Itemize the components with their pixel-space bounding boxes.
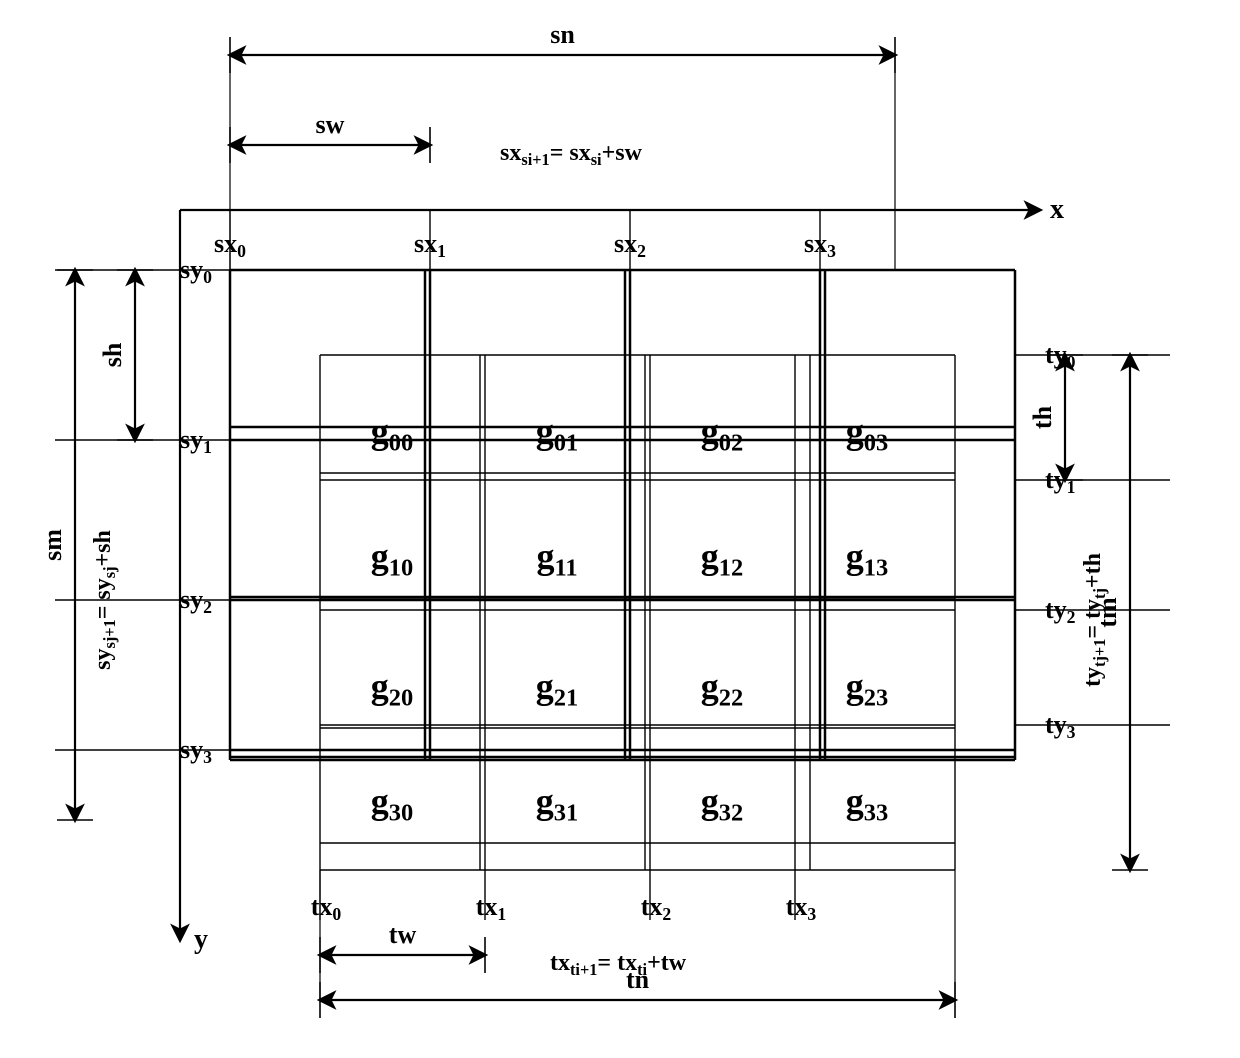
cell-label: g02 <box>701 412 743 457</box>
ty-label: ty3 <box>1045 710 1076 742</box>
svg-text:y: y <box>194 924 208 955</box>
cell-label: g10 <box>371 537 413 582</box>
cell-label: g20 <box>371 667 413 712</box>
sx-label: sx3 <box>804 229 836 261</box>
tx-label: tx0 <box>311 892 342 924</box>
cell-label: g03 <box>846 412 888 457</box>
cell-label: g33 <box>846 782 888 827</box>
tx-label: tx2 <box>641 892 672 924</box>
cell-label: g12 <box>701 537 743 582</box>
tx-label: tx3 <box>786 892 817 924</box>
svg-text:tw: tw <box>389 920 417 949</box>
cell-label: g00 <box>371 412 413 457</box>
formula-tx: txti+1= txti+tw <box>550 950 687 979</box>
ty-label: ty2 <box>1045 595 1076 627</box>
cell-label: g01 <box>536 412 578 457</box>
svg-text:sn: sn <box>550 20 575 49</box>
cell-label: g23 <box>846 667 888 712</box>
cell-label: g32 <box>701 782 743 827</box>
svg-text:sw: sw <box>316 110 345 139</box>
ty-label: ty1 <box>1045 465 1076 497</box>
sx-label: sx0 <box>214 229 246 261</box>
sy-label: sy0 <box>180 255 212 287</box>
cell-label: g13 <box>846 537 888 582</box>
svg-text:th: th <box>1028 405 1057 429</box>
sy-label: sy1 <box>180 425 212 457</box>
cell-label: g30 <box>371 782 413 827</box>
cell-label: g21 <box>536 667 578 712</box>
svg-text:sm: sm <box>38 529 67 561</box>
formula-sy: sysj+1= sysj+sh <box>90 530 119 670</box>
formula-ty: tytj+1= tytj+th <box>1080 553 1109 687</box>
svg-text:sh: sh <box>98 342 127 367</box>
sy-label: sy2 <box>180 585 212 617</box>
diagram-canvas: g00 g01 g02 g03 g10 g11 g12 g13 g20 g21 g22 g23 g30 g… <box>0 0 1240 1058</box>
ty-label: ty0 <box>1045 340 1076 372</box>
sx-label: sx1 <box>414 229 446 261</box>
sy-label: sy3 <box>180 735 212 767</box>
cell-label: g31 <box>536 782 578 827</box>
sx-label: sx2 <box>614 229 646 261</box>
cell-label: g11 <box>536 537 577 582</box>
formula-sx: sxsi+1= sxsi+sw <box>500 140 643 169</box>
svg-text:x: x <box>1050 194 1064 225</box>
cell-label: g22 <box>701 667 743 712</box>
tx-label: tx1 <box>476 892 507 924</box>
